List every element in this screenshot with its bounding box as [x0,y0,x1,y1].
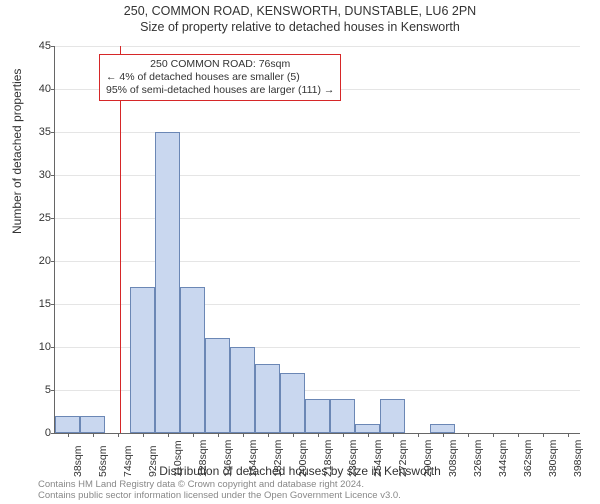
xtick-mark [418,433,419,437]
histogram-bar [180,287,205,433]
xtick-mark [118,433,119,437]
ytick-mark [51,89,55,90]
ytick-label: 25 [27,212,51,224]
xtick-mark [243,433,244,437]
histogram-bar [280,373,305,433]
xtick-mark [393,433,394,437]
annotation-line-2: ← 4% of detached houses are smaller (5) [106,71,334,84]
ytick-mark [51,218,55,219]
xtick-mark [68,433,69,437]
histogram-bar [305,399,330,433]
xtick-mark [168,433,169,437]
histogram-bar [355,424,380,433]
ytick-mark [51,304,55,305]
histogram-bar [80,416,105,433]
ytick-label: 0 [27,427,51,439]
ytick-label: 45 [27,40,51,52]
histogram-bar [205,338,230,433]
gridline-h [55,175,580,176]
gridline-h [55,218,580,219]
ytick-mark [51,347,55,348]
xtick-mark [93,433,94,437]
xtick-mark [193,433,194,437]
histogram-bar [430,424,455,433]
ytick-mark [51,46,55,47]
xtick-mark [493,433,494,437]
xtick-mark [218,433,219,437]
histogram-bar [380,399,405,433]
xtick-mark [368,433,369,437]
xtick-mark [293,433,294,437]
ytick-mark [51,132,55,133]
ytick-label: 10 [27,341,51,353]
ytick-mark [51,390,55,391]
ytick-label: 30 [27,169,51,181]
page-title-line1: 250, COMMON ROAD, KENSWORTH, DUNSTABLE, … [0,4,600,18]
marker-line [120,46,121,433]
ytick-label: 35 [27,126,51,138]
ytick-label: 15 [27,298,51,310]
histogram-bar [155,132,180,433]
xtick-mark [543,433,544,437]
footer-line-2: Contains public sector information licen… [38,490,401,501]
histogram-chart: 051015202530354045 250 COMMON ROAD: 76sq… [54,46,580,434]
footer-line-1: Contains HM Land Registry data © Crown c… [38,479,364,490]
gridline-h [55,261,580,262]
histogram-bar [55,416,80,433]
gridline-h [55,46,580,47]
annotation-box: 250 COMMON ROAD: 76sqm ← 4% of detached … [99,54,341,101]
ytick-label: 40 [27,83,51,95]
ytick-label: 5 [27,384,51,396]
xtick-mark [268,433,269,437]
ytick-mark [51,261,55,262]
xtick-mark [343,433,344,437]
annotation-line-3: 95% of semi-detached houses are larger (… [106,84,334,97]
xtick-mark [318,433,319,437]
footer-attribution: Contains HM Land Registry data © Crown c… [38,480,401,502]
ytick-label: 20 [27,255,51,267]
x-axis-label: Distribution of detached houses by size … [0,464,600,478]
xtick-mark [468,433,469,437]
page-title-line2: Size of property relative to detached ho… [0,20,600,34]
xtick-mark [518,433,519,437]
xtick-mark [568,433,569,437]
xtick-mark [143,433,144,437]
histogram-bar [255,364,280,433]
ytick-mark [51,433,55,434]
histogram-bar [230,347,255,433]
annotation-line-1: 250 COMMON ROAD: 76sqm [106,58,334,71]
y-axis-label: Number of detached properties [10,69,24,234]
xtick-mark [443,433,444,437]
histogram-bar [130,287,155,433]
ytick-mark [51,175,55,176]
histogram-bar [330,399,355,433]
gridline-h [55,132,580,133]
